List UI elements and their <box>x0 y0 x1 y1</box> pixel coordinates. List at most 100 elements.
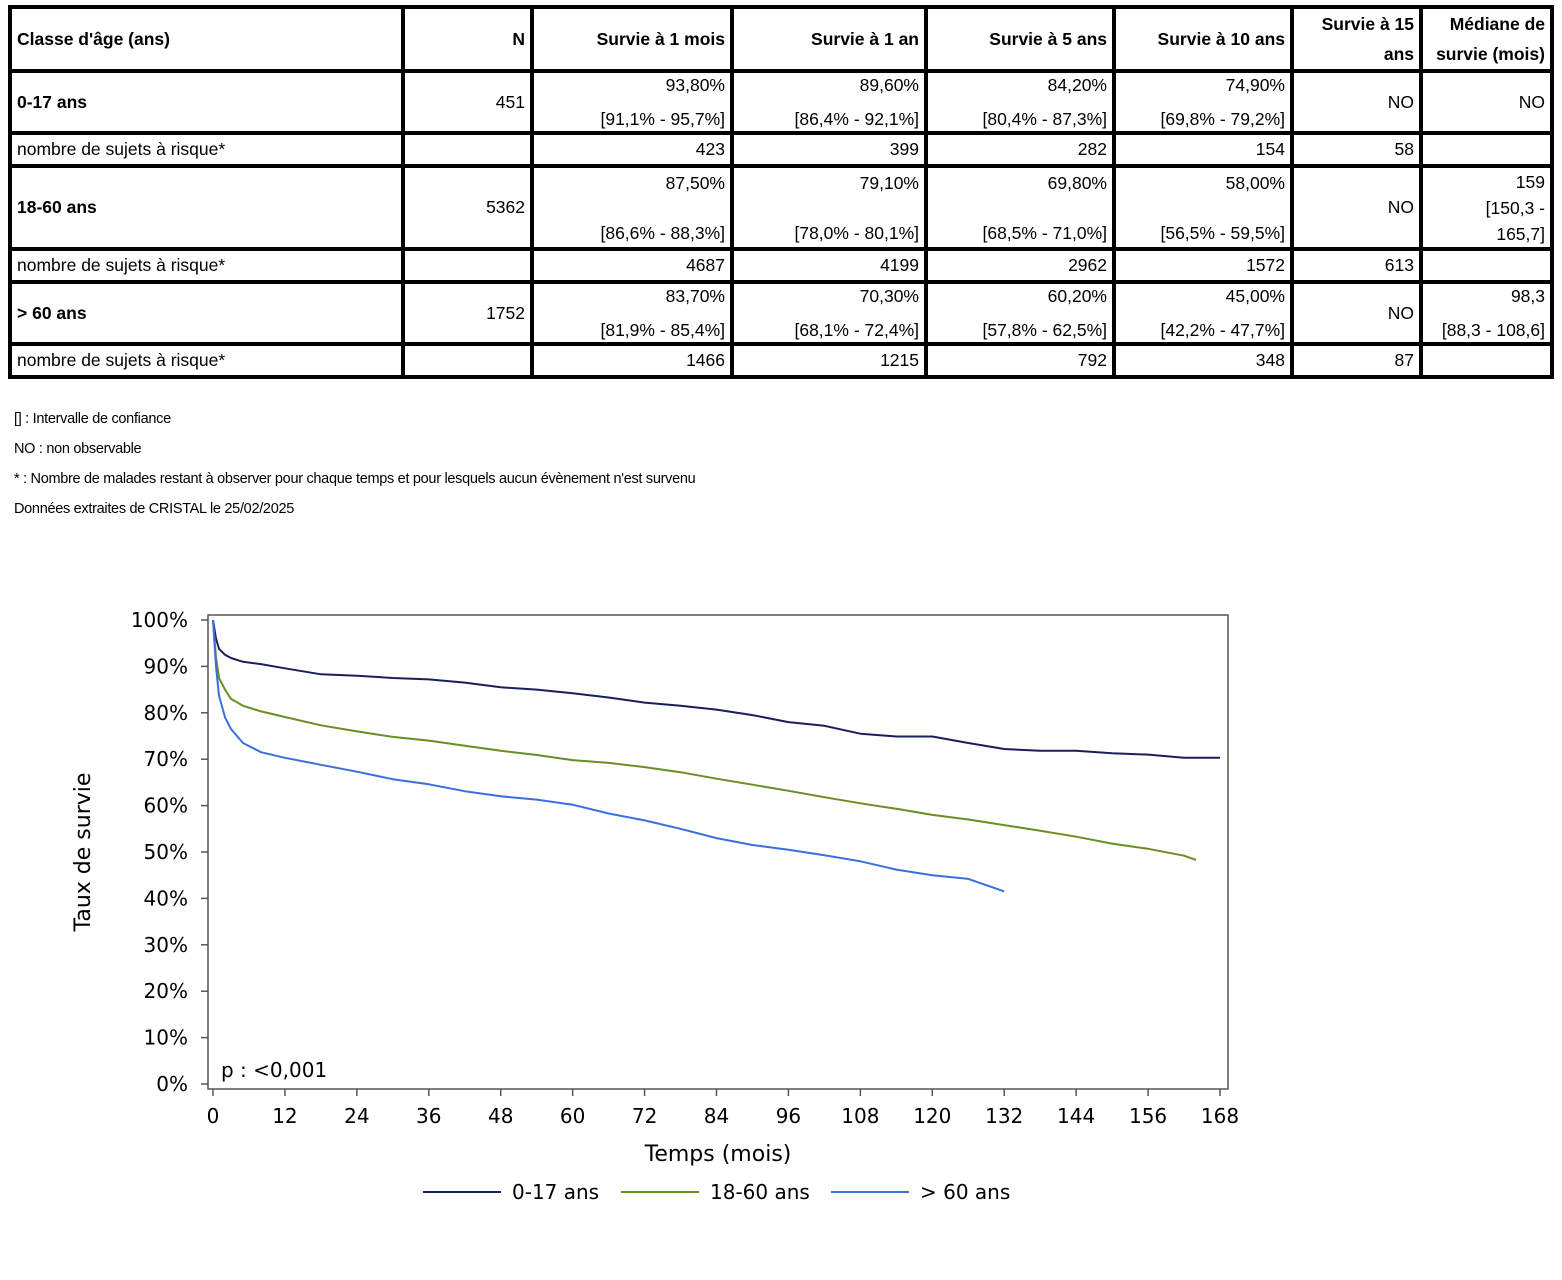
confidence-interval: [80,4% - 87,3%] <box>982 109 1107 129</box>
y-tick-label: 20% <box>144 979 188 1003</box>
confidence-interval: [91,1% - 95,7%] <box>600 109 725 129</box>
series-lines <box>212 619 1220 893</box>
y-tick-label: 70% <box>144 747 188 771</box>
table-row-group-0-17: 0-17 ans 451 93,80% [91,1% - 95,7%] 89,60… <box>8 69 1554 135</box>
group-n: 451 <box>401 69 534 135</box>
x-tick-label: 12 <box>272 1104 297 1128</box>
cell-survival-1-month: 93,80% [91,1% - 95,7%] <box>530 69 734 135</box>
x-tick-label: 84 <box>704 1104 729 1128</box>
risk-median <box>1419 247 1554 284</box>
risk-1-month: 1466 <box>530 342 734 379</box>
risk-1-month: 4687 <box>530 247 734 284</box>
value: 84,20% <box>1047 75 1107 95</box>
cell-survival-10-years: 74,90% [69,8% - 79,2%] <box>1112 69 1294 135</box>
x-tick-label: 120 <box>913 1104 951 1128</box>
value: 74,90% <box>1225 75 1285 95</box>
group-n: 1752 <box>401 280 534 346</box>
median-value: 159 <box>1515 171 1545 192</box>
value: 93,80% <box>665 75 725 95</box>
cell-median-survival: 159 [150,3 - 165,7] <box>1419 164 1554 251</box>
x-tick-label: 132 <box>985 1104 1023 1128</box>
risk-10-years: 1572 <box>1112 247 1294 284</box>
cell-survival-5-years: 60,20% [57,8% - 62,5%] <box>924 280 1116 346</box>
confidence-interval: [68,1% - 72,4%] <box>794 320 919 340</box>
footnotes: [] : Intervalle de confiance NO : non ob… <box>14 408 696 528</box>
footnote-risk-definition: * : Nombre de malades restant à observer… <box>14 471 696 487</box>
table-row-risk-over-60: nombre de sujets à risque* 1466 1215 792… <box>8 342 1554 379</box>
table-row-group-over-60: > 60 ans 1752 83,70% [81,9% - 85,4%] 70,3… <box>8 280 1554 346</box>
confidence-interval: [57,8% - 62,5%] <box>982 320 1107 340</box>
value: 69,80% <box>1047 172 1107 193</box>
legend-label: > 60 ans <box>920 1180 1010 1204</box>
x-tick-label: 0 <box>207 1104 220 1128</box>
legend-label: 0-17 ans <box>512 1180 599 1204</box>
confidence-interval: [69,8% - 79,2%] <box>1160 109 1285 129</box>
median-ci-line1: [150,3 - <box>1485 197 1545 218</box>
group-label: 0-17 ans <box>8 69 405 135</box>
risk-5-years: 282 <box>924 131 1116 168</box>
value: 79,10% <box>859 172 919 193</box>
risk-15-years: 87 <box>1290 342 1423 379</box>
cell-survival-10-years: 45,00% [42,2% - 47,7%] <box>1112 280 1294 346</box>
risk-1-year: 399 <box>730 131 928 168</box>
x-tick-label: 36 <box>416 1104 441 1128</box>
x-axis: 0 12 24 36 48 60 72 84 96 108 120 132 144 156 168 <box>207 1089 1239 1128</box>
y-tick-label: 80% <box>144 701 188 725</box>
risk-10-years: 154 <box>1112 131 1294 168</box>
x-tick-label: 24 <box>344 1104 369 1128</box>
y-tick-label: 0% <box>156 1072 188 1096</box>
risk-1-year: 1215 <box>730 342 928 379</box>
y-tick-label: 90% <box>144 654 188 678</box>
risk-n-empty <box>401 131 534 168</box>
cell-survival-5-years: 84,20% [80,4% - 87,3%] <box>924 69 1116 135</box>
value: 87,50% <box>665 172 725 193</box>
y-tick-label: 40% <box>144 886 188 910</box>
series-line <box>212 619 1197 861</box>
confidence-interval: [68,5% - 71,0%] <box>982 222 1107 243</box>
group-label: 18-60 ans <box>8 164 405 251</box>
cell-survival-15-years: NO <box>1290 164 1423 251</box>
y-axis: 0% 10% 20% 30% 40% 50% 60% 70% 80% 90% 100% <box>131 608 208 1096</box>
value: 60,20% <box>1047 286 1107 306</box>
cell-survival-1-year: 79,10% [78,0% - 80,1%] <box>730 164 928 251</box>
header-survival-5-years: Survie à 5 ans <box>924 5 1116 73</box>
x-axis-label: Temps (mois) <box>644 1142 792 1167</box>
confidence-interval: [86,4% - 92,1%] <box>794 109 919 129</box>
risk-median <box>1419 342 1554 379</box>
y-tick-label: 100% <box>131 608 188 632</box>
value: 89,60% <box>859 75 919 95</box>
header-median-line1: Médiane de <box>1449 14 1545 34</box>
cell-survival-15-years: NO <box>1290 69 1423 135</box>
p-value-annotation: p : <0,001 <box>221 1058 327 1082</box>
x-tick-label: 144 <box>1057 1104 1095 1128</box>
table-row-group-18-60: 18-60 ans 5362 87,50% [86,6% - 88,3%] 79,… <box>8 164 1554 251</box>
y-tick-label: 30% <box>144 933 188 957</box>
cell-survival-1-month: 87,50% [86,6% - 88,3%] <box>530 164 734 251</box>
x-tick-label: 96 <box>776 1104 801 1128</box>
table-row-risk-18-60: nombre de sujets à risque* 4687 4199 296… <box>8 247 1554 284</box>
footnote-confidence-interval: [] : Intervalle de confiance <box>14 411 171 427</box>
legend: 0-17 ans 18-60 ans > 60 ans <box>423 1180 1010 1204</box>
risk-n-empty <box>401 247 534 284</box>
cell-median-survival: NO <box>1419 69 1554 135</box>
plot-frame <box>207 614 1229 1090</box>
median-value: 98,3 <box>1510 286 1545 306</box>
confidence-interval: [86,6% - 88,3%] <box>600 222 725 243</box>
confidence-interval: [78,0% - 80,1%] <box>794 222 919 243</box>
confidence-interval: [81,9% - 85,4%] <box>600 320 725 340</box>
risk-15-years: 613 <box>1290 247 1423 284</box>
value: 58,00% <box>1225 172 1285 193</box>
series-line <box>212 619 1220 759</box>
header-survival-15-years: Survie à 15 ans <box>1290 5 1423 73</box>
header-survival-15-line1: Survie à 15 <box>1321 14 1414 34</box>
x-tick-label: 60 <box>560 1104 585 1128</box>
footnote-data-source: Données extraites de CRISTAL le 25/02/20… <box>14 501 294 517</box>
y-tick-label: 60% <box>144 794 188 818</box>
survival-chart: 0% 10% 20% 30% 40% 50% 60% 70% 80% 90% 100% 0 12 24 3… <box>71 608 1239 1204</box>
y-tick-label: 50% <box>144 840 188 864</box>
risk-15-years: 58 <box>1290 131 1423 168</box>
x-tick-label: 156 <box>1129 1104 1167 1128</box>
header-survival-15-line2: ans <box>1383 44 1414 64</box>
header-n: N <box>401 5 534 73</box>
risk-1-month: 423 <box>530 131 734 168</box>
